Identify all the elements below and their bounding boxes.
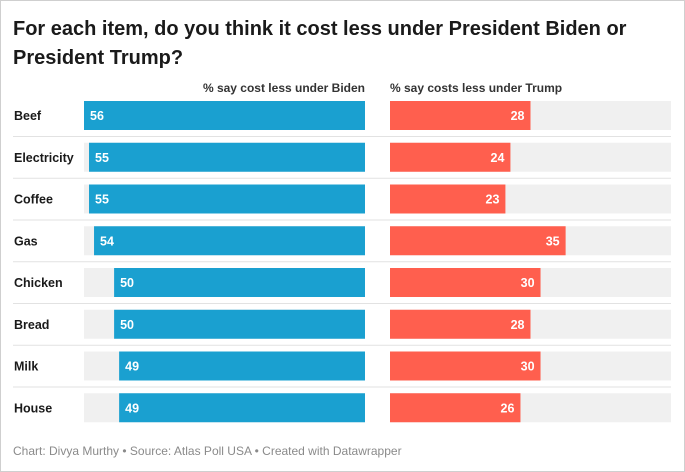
biden-bar [89,142,366,172]
biden-bar [119,351,365,381]
category-label: Electricity [14,151,74,165]
trump-bar [390,142,511,172]
trump-bar [390,393,521,423]
biden-value-label: 55 [95,151,109,165]
category-label: Coffee [14,193,53,207]
biden-value-label: 49 [125,360,139,374]
biden-bar [94,226,366,256]
category-label: Milk [14,360,38,374]
trump-value-label: 30 [521,360,535,374]
category-label: Gas [14,234,38,248]
trump-value-label: 28 [511,318,525,332]
trump-bar [390,184,506,214]
category-label: Beef [14,109,42,123]
category-label: House [14,401,52,415]
trump-value-label: 30 [521,276,535,290]
biden-value-label: 49 [125,401,139,415]
biden-bar [119,393,365,423]
category-label: Bread [14,318,49,332]
trump-bar [390,226,566,256]
biden-bar [89,184,366,214]
biden-bar [114,309,365,339]
trump-value-label: 26 [501,401,515,415]
trump-bar [390,101,531,130]
biden-value-label: 50 [120,276,134,290]
trump-bar [390,268,541,297]
biden-bar [84,101,365,130]
category-label: Chicken [14,276,63,290]
biden-column-header: % say cost less under Biden [202,81,365,95]
biden-value-label: 54 [100,234,114,248]
trump-value-label: 28 [511,109,525,123]
biden-value-label: 55 [95,193,109,207]
trump-bar [390,351,541,381]
chart-footer: Chart: Divya Murthy • Source: Atlas Poll… [13,444,402,458]
biden-value-label: 50 [120,318,134,332]
biden-bar [114,268,365,297]
chart-title: For each item, do you think it cost less… [13,18,627,69]
biden-value-label: 56 [90,109,104,123]
trump-column-header: % say costs less under Trump [390,81,563,95]
trump-value-label: 24 [491,151,505,165]
trump-value-label: 23 [486,193,500,207]
trump-value-label: 35 [546,234,560,248]
trump-bar [390,309,531,339]
